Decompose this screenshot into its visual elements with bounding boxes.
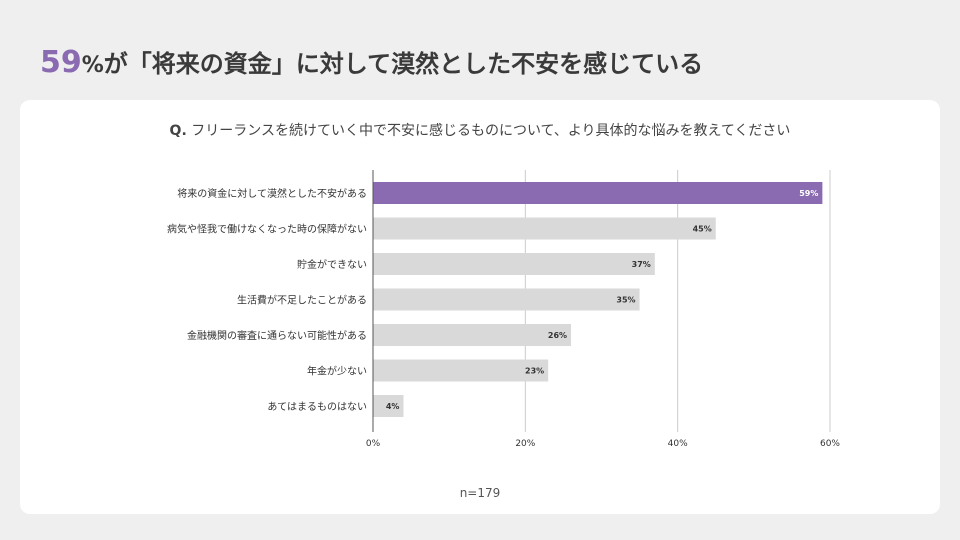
- value-label: 4%: [386, 402, 400, 411]
- value-label: 35%: [616, 296, 635, 305]
- x-tick-label: 40%: [668, 439, 688, 449]
- category-label: 病気や怪我で働けなくなった時の保障がない: [167, 223, 367, 236]
- question-prefix: Q.: [169, 123, 187, 139]
- category-label: 生活費が不足したことがある: [237, 294, 367, 307]
- x-tick-label: 20%: [515, 439, 535, 449]
- headline: 59 % が「将来の資金」に対して漠然とした不安を感じている: [40, 44, 703, 90]
- value-label: 26%: [548, 331, 567, 340]
- category-label: 貯金ができない: [297, 258, 367, 271]
- value-label: 59%: [799, 189, 818, 198]
- value-label: 23%: [525, 367, 544, 376]
- bar: [373, 217, 716, 240]
- value-label: 37%: [632, 260, 651, 269]
- bar: [373, 182, 823, 204]
- bar: [373, 288, 640, 311]
- question: Q. フリーランスを続けていく中で不安に感じるものについて、より具体的な悩みを教…: [20, 120, 940, 140]
- bar: [373, 359, 549, 382]
- bar-chart: 0% 20% 40% 60% 将来の資金に対して漠然とした不安がある 59% 病気や怪我で働…: [167, 170, 840, 449]
- x-tick-label: 0%: [366, 439, 381, 449]
- question-text: フリーランスを続けていく中で不安に感じるものについて、より具体的な悩みを教えてく…: [186, 123, 791, 139]
- category-label: 年金が少ない: [307, 365, 367, 378]
- headline-text: が「将来の資金」に対して漠然とした不安を感じている: [103, 50, 704, 78]
- sample-size-note: n=179: [459, 486, 501, 500]
- bar: [373, 324, 572, 346]
- category-label: 金融機関の審査に通らない可能性がある: [187, 329, 367, 342]
- headline-number: 59: [40, 45, 82, 80]
- headline-percent: %: [81, 53, 104, 78]
- bar: [373, 395, 404, 417]
- category-label: 将来の資金に対して漠然とした不安がある: [177, 187, 367, 200]
- bar: [373, 253, 655, 275]
- category-label: あてはまるものはない: [267, 401, 367, 413]
- value-label: 45%: [693, 225, 712, 234]
- x-tick-label: 60%: [820, 439, 840, 449]
- chart-card: Q. フリーランスを続けていく中で不安に感じるものについて、より具体的な悩みを教…: [20, 100, 940, 514]
